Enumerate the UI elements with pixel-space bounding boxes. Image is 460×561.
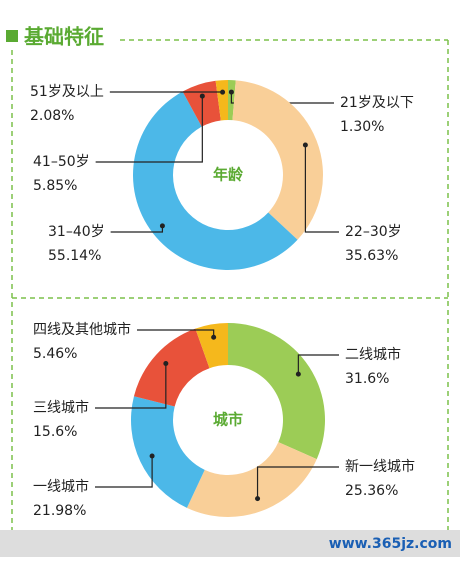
- leader-dot: [160, 223, 165, 228]
- slice-label: 31–40岁: [48, 224, 105, 240]
- leader-dot: [229, 90, 234, 95]
- leader-dot: [150, 454, 155, 459]
- slice-label: 一线城市: [33, 478, 89, 495]
- leader-dot: [255, 496, 260, 501]
- leader-dot: [200, 94, 205, 99]
- slice-label: 51岁及以上: [30, 84, 104, 100]
- slice-value-label: 2.08%: [30, 108, 74, 124]
- donut-center-label: 城市: [213, 411, 243, 429]
- donut-center-label: 年龄: [213, 166, 244, 184]
- slice-value-label: 21.98%: [33, 503, 86, 519]
- slice-label: 新一线城市: [345, 458, 415, 475]
- watermark: www.365jz.com: [329, 536, 452, 552]
- slice-value-label: 5.85%: [33, 178, 77, 194]
- slice-label: 三线城市: [33, 399, 89, 416]
- leader-dot: [211, 335, 216, 340]
- slice-value-label: 15.6%: [33, 424, 77, 440]
- slice-label: 41–50岁: [33, 154, 90, 170]
- slice-value-label: 1.30%: [340, 119, 384, 135]
- leader-dot: [163, 361, 168, 366]
- leader-dot: [220, 90, 225, 95]
- section-title: 基础特征: [24, 25, 104, 49]
- leader-dot: [296, 372, 301, 377]
- slice-value-label: 5.46%: [33, 346, 77, 362]
- slice-label: 22–30岁: [345, 224, 402, 240]
- title-icon: [6, 30, 18, 42]
- slice-value-label: 25.36%: [345, 483, 398, 499]
- slice-value-label: 31.6%: [345, 371, 389, 387]
- slice-value-label: 55.14%: [48, 248, 101, 264]
- slice-label: 四线及其他城市: [33, 321, 131, 338]
- slice-label: 二线城市: [345, 346, 401, 363]
- slice-value-label: 35.63%: [345, 248, 398, 264]
- leader-dot: [303, 143, 308, 148]
- slice-label: 21岁及以下: [340, 95, 414, 111]
